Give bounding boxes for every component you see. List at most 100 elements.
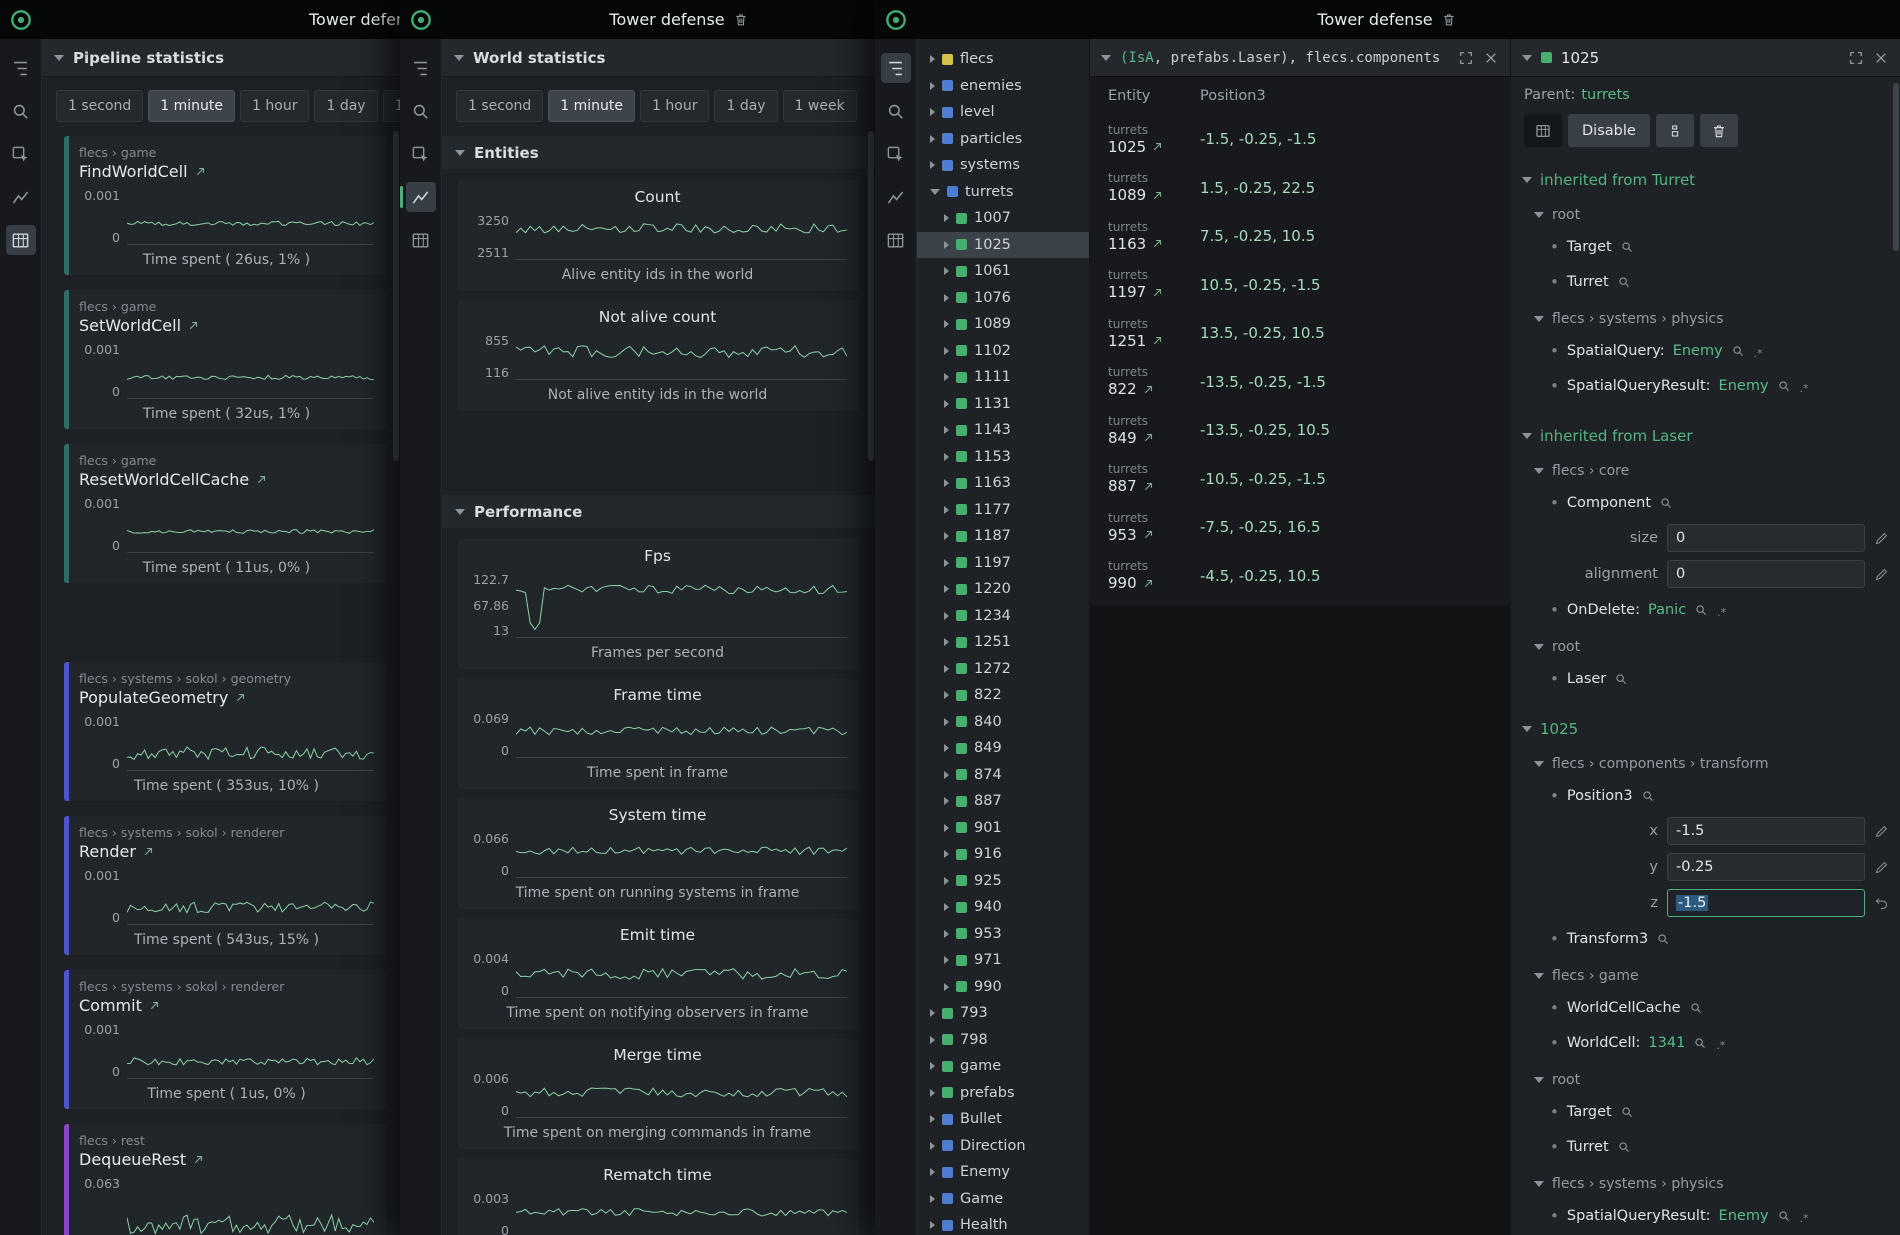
external-link-icon[interactable] (143, 846, 154, 857)
search-icon[interactable] (6, 96, 36, 126)
tree-item[interactable]: 901 (917, 815, 1089, 842)
search-icon[interactable] (1620, 1105, 1634, 1119)
component-row-ondelete[interactable]: OnDelete: Panic (1511, 592, 1900, 627)
component-row-component[interactable]: Component (1511, 485, 1900, 520)
chevron-icon[interactable] (930, 1035, 935, 1044)
window-titlebar[interactable]: Tower defense (0, 0, 400, 39)
chevron-icon[interactable] (944, 850, 949, 859)
edit-pencil-icon[interactable] (1874, 567, 1889, 582)
trash-icon[interactable] (734, 12, 749, 27)
tree-item[interactable]: flecs (917, 46, 1089, 73)
delete-button[interactable] (1699, 114, 1738, 147)
tree-item[interactable]: Enemy (917, 1159, 1089, 1186)
query-row[interactable]: turrets 990 -4.5, -0.25, 10.5 (1090, 552, 1510, 601)
query-row[interactable]: turrets 1197 10.5, -0.25, -1.5 (1090, 261, 1510, 310)
time-range-button[interactable]: 1 day (314, 90, 378, 122)
chevron-icon[interactable] (930, 1194, 935, 1203)
section-performance[interactable]: Performance (442, 495, 875, 528)
section-inherited-from-laser[interactable]: inherited from Laser (1511, 421, 1900, 451)
tree-item[interactable]: 1234 (917, 603, 1089, 630)
chevron-icon[interactable] (944, 532, 949, 541)
query-dropdown-chevron-icon[interactable] (1101, 54, 1111, 61)
group-root[interactable]: root (1511, 1066, 1900, 1094)
query-row[interactable]: turrets 1089 1.5, -0.25, 22.5 (1090, 164, 1510, 213)
search-icon[interactable] (1777, 379, 1791, 393)
close-icon[interactable] (1483, 50, 1499, 66)
tree-item[interactable]: 940 (917, 894, 1089, 921)
component-row-turret[interactable]: Turret (1511, 264, 1900, 299)
time-range-button[interactable]: 1 second (456, 90, 544, 122)
external-link-icon[interactable] (1143, 481, 1154, 492)
external-link-icon[interactable] (235, 692, 246, 703)
group-flecs-game[interactable]: flecs › game (1511, 962, 1900, 990)
tree-item[interactable]: 822 (917, 682, 1089, 709)
tree-item[interactable]: turrets (917, 179, 1089, 206)
entity-view-toggle-button[interactable] (1524, 114, 1562, 147)
query-row[interactable]: turrets 1251 13.5, -0.25, 10.5 (1090, 309, 1510, 358)
chevron-icon[interactable] (930, 1062, 935, 1071)
table-icon[interactable] (881, 225, 911, 255)
inspect-icon[interactable] (6, 139, 36, 169)
component-row-spatialqueryresult[interactable]: SpatialQueryResult: Enemy (1511, 368, 1900, 403)
component-row-worldcell[interactable]: WorldCell: 1341 (1511, 1025, 1900, 1060)
component-row-laser[interactable]: Laser (1511, 661, 1900, 696)
group-root[interactable]: root (1511, 633, 1900, 661)
chevron-icon[interactable] (944, 797, 949, 806)
scrollbar-thumb[interactable] (868, 131, 874, 461)
chevron-icon[interactable] (930, 1168, 935, 1177)
external-link-icon[interactable] (1143, 529, 1154, 540)
x-input[interactable] (1667, 817, 1865, 845)
chevron-icon[interactable] (944, 823, 949, 832)
external-link-icon[interactable] (1152, 190, 1163, 201)
tree-item[interactable]: level (917, 99, 1089, 126)
y-input[interactable] (1667, 853, 1865, 881)
chevron-icon[interactable] (930, 1115, 935, 1124)
alignment-input[interactable] (1667, 560, 1865, 588)
query-row[interactable]: turrets 1025 -1.5, -0.25, -1.5 (1090, 115, 1510, 164)
search-icon[interactable] (1641, 789, 1655, 803)
time-range-button[interactable]: 1 day (714, 90, 778, 122)
tree-item[interactable]: Bullet (917, 1106, 1089, 1133)
tree-item[interactable]: 1131 (917, 391, 1089, 418)
group-flecs-systems-physics[interactable]: flecs › systems › physics (1511, 1170, 1900, 1198)
tree-item[interactable]: 1007 (917, 205, 1089, 232)
query-row[interactable]: turrets 849 -13.5, -0.25, 10.5 (1090, 406, 1510, 455)
tree-item[interactable]: systems (917, 152, 1089, 179)
chevron-icon[interactable] (944, 611, 949, 620)
chevron-icon[interactable] (944, 956, 949, 965)
time-range-button[interactable]: 1 minute (548, 90, 636, 122)
chevron-icon[interactable] (930, 134, 935, 143)
tree-item[interactable]: 887 (917, 788, 1089, 815)
chevron-icon[interactable] (944, 293, 949, 302)
tree-item[interactable]: 925 (917, 868, 1089, 895)
group-flecs-core[interactable]: flecs › core (1511, 457, 1900, 485)
chevron-icon[interactable] (944, 585, 949, 594)
search-icon[interactable] (1617, 1140, 1631, 1154)
pair-target-link[interactable]: Enemy (1718, 377, 1769, 394)
chevron-icon[interactable] (944, 982, 949, 991)
chevron-icon[interactable] (944, 717, 949, 726)
component-row-turret[interactable]: Turret (1511, 1129, 1900, 1164)
external-link-icon[interactable] (188, 320, 199, 331)
external-link-icon[interactable] (193, 1154, 204, 1165)
panel-header[interactable]: World statistics (442, 39, 875, 77)
chevron-icon[interactable] (944, 267, 949, 276)
component-row-target[interactable]: Target (1511, 229, 1900, 264)
tree-item[interactable]: 1025 (917, 231, 1089, 258)
search-icon[interactable] (1694, 603, 1708, 617)
chevron-icon[interactable] (944, 505, 949, 514)
search-icon[interactable] (1693, 1036, 1707, 1050)
chevron-icon[interactable] (930, 161, 935, 170)
chevron-icon[interactable] (944, 744, 949, 753)
component-row-worldcellcache[interactable]: WorldCellCache (1511, 990, 1900, 1025)
query-row[interactable]: turrets 822 -13.5, -0.25, -1.5 (1090, 358, 1510, 407)
tree-item[interactable]: 1089 (917, 311, 1089, 338)
tree-item[interactable]: Game (917, 1186, 1089, 1213)
tree-item[interactable]: 849 (917, 735, 1089, 762)
chevron-icon[interactable] (930, 1088, 935, 1097)
tree-item[interactable]: Health (917, 1212, 1089, 1235)
tree-item[interactable]: 1153 (917, 444, 1089, 471)
scrollbar-thumb[interactable] (393, 131, 399, 461)
chevron-icon[interactable] (944, 664, 949, 673)
close-icon[interactable] (1873, 50, 1889, 66)
